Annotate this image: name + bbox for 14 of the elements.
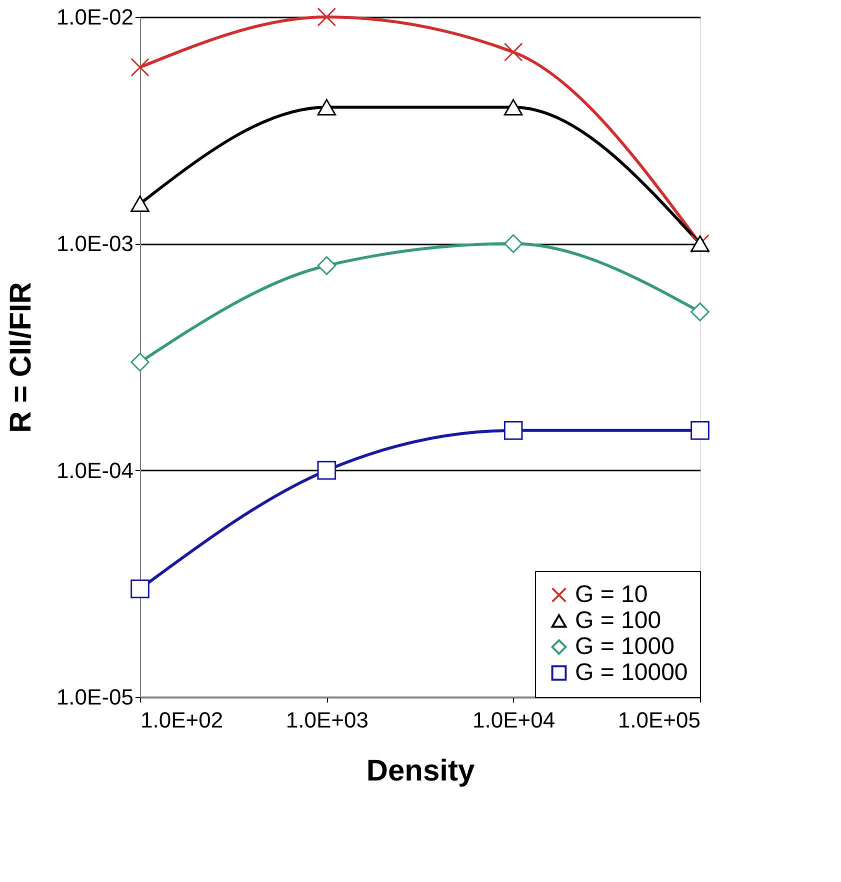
x-tick-label: 1.0E+05 <box>618 708 700 732</box>
x-tick-label: 1.0E+03 <box>286 708 368 732</box>
y-tick-label: 1.0E-05 <box>56 684 134 710</box>
legend-label: G = 1000 <box>575 633 674 660</box>
legend-label: G = 100 <box>575 607 662 634</box>
x-tick-label: 1.0E+04 <box>472 708 556 732</box>
x-tick-label: 1.0E+02 <box>140 708 224 732</box>
legend-label: G = 10000 <box>575 659 688 686</box>
legend-label: G = 10 <box>575 581 648 608</box>
y-axis-title: R = CII/FIR <box>4 282 38 433</box>
y-tick-label: 1.0E-04 <box>56 458 134 483</box>
y-tick-label: 1.0E-02 <box>56 4 134 30</box>
x-axis-title: Density <box>366 754 475 788</box>
y-tick-label: 1.0E-03 <box>56 231 134 256</box>
